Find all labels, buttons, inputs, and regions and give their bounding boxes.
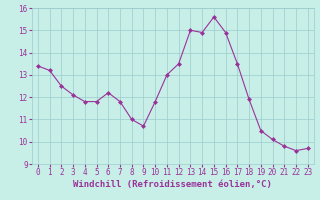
X-axis label: Windchill (Refroidissement éolien,°C): Windchill (Refroidissement éolien,°C) [73, 180, 272, 189]
